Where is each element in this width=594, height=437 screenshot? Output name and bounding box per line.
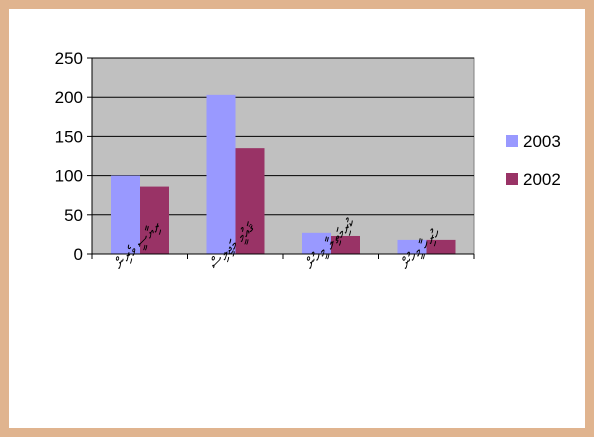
y-tick-label-0: 0: [74, 245, 83, 264]
bar-2003-cat-3: [302, 232, 331, 254]
legend-label-2002: 2002: [523, 170, 561, 189]
legend: 2003 2002: [506, 132, 561, 189]
bar-2003-cat-2: [206, 94, 236, 255]
legend-swatch-2002: [506, 173, 518, 185]
y-tick-label-200: 200: [55, 88, 83, 107]
bar-2003-cat-1: [111, 175, 140, 254]
bar-2002-cat-1: [140, 186, 169, 254]
axes: [87, 57, 475, 259]
y-tick-labels: 0 50 100 150 200 250: [55, 49, 83, 264]
legend-label-2003: 2003: [523, 132, 561, 151]
y-tick-label-150: 150: [55, 127, 83, 146]
bar-2002-cat-2: [235, 148, 265, 254]
legend-swatch-2003: [506, 135, 518, 147]
bar-2002-cat-3: [331, 235, 360, 254]
y-tick-label-50: 50: [64, 206, 83, 225]
y-tick-label-100: 100: [55, 167, 83, 186]
bar-2003-cat-4: [397, 239, 427, 254]
bar-2002-cat-4: [426, 239, 456, 254]
y-tick-label-250: 250: [55, 49, 83, 68]
bars: [111, 94, 456, 255]
